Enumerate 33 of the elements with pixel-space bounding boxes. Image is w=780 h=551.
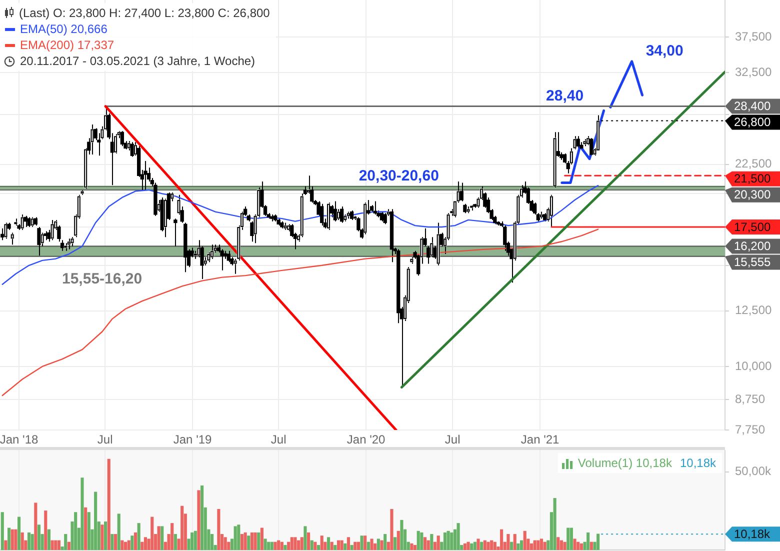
- x-tick-label: Jan '18: [0, 432, 38, 447]
- y-tick-label: 8,750: [735, 392, 766, 406]
- annotation: 26,800: [734, 115, 772, 130]
- y-tick-label: 50,00k: [735, 464, 772, 478]
- y-tick-label: 37,500: [735, 29, 772, 44]
- annotation: 34,00: [646, 42, 684, 60]
- text: EMA(50) 20,666: [4, 22, 108, 36]
- y-tick-label: 7,750: [735, 422, 766, 436]
- y-tick-label: 10,000: [735, 358, 772, 373]
- annotation: 20,30-20,60: [358, 167, 439, 184]
- ref-line-label: 15,555: [734, 255, 772, 270]
- y-tick-label: 32,500: [735, 64, 772, 79]
- x-tick-label: Jul: [444, 432, 460, 447]
- legend-label: Volume(1) 10,18k: [578, 456, 672, 470]
- ref-line-label: 16,200: [734, 239, 772, 254]
- y-tick-label: 22,500: [735, 156, 772, 171]
- series-label: 21,500: [734, 172, 772, 186]
- x-tick-label: Jan '19: [173, 432, 212, 447]
- annotation: 10,18k: [680, 456, 716, 470]
- series-label: 17,500: [734, 220, 772, 234]
- ref-line-label: 20,300: [734, 188, 772, 202]
- text: (Last) O: 23,800 H: 27,400 L: 23,800 C: 26,800: [19, 6, 270, 20]
- annotation: 10,18k: [734, 526, 772, 541]
- text: 20.11.2017 - 03.05.2021 (3 Jahre, 1 Woche): [20, 54, 256, 68]
- y-tick-label: 12,500: [735, 303, 772, 318]
- annotation: 28,40: [546, 87, 584, 104]
- x-tick-label: Jul: [270, 432, 286, 447]
- x-tick-label: Jul: [97, 432, 113, 447]
- x-tick-label: Jan '20: [346, 432, 386, 447]
- x-tick-label: Jan '21: [520, 432, 560, 447]
- text: EMA(200) 17,337: [4, 38, 114, 52]
- series-label: 28,400: [734, 99, 772, 114]
- band-label: 15,55-16,20: [62, 270, 142, 288]
